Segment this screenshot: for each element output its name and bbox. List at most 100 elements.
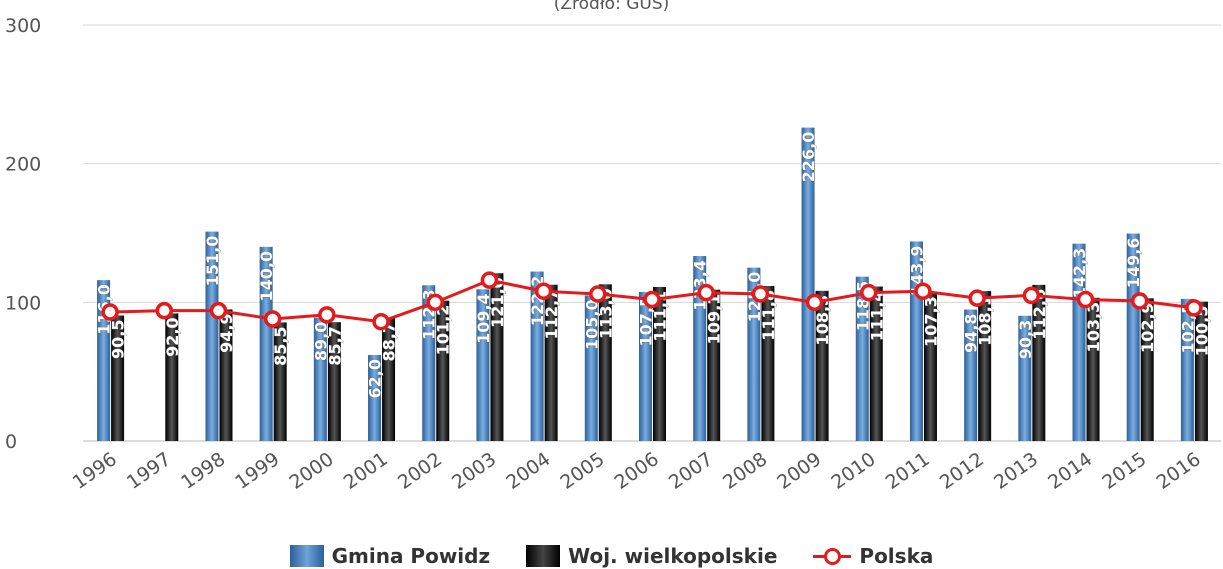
- x-tick-label: 2008: [719, 448, 771, 494]
- y-tick-label: 0: [5, 431, 17, 453]
- x-tick-label: 2004: [502, 448, 554, 494]
- bar-gmina-powidz: [476, 289, 490, 441]
- bar-woj-wielkopolskie: [1086, 297, 1100, 441]
- x-tick-label: 2013: [990, 448, 1042, 494]
- x-tick-label: 2015: [1098, 448, 1150, 494]
- x-tick-label: 2010: [827, 448, 879, 494]
- polska-point: [968, 289, 986, 307]
- data-label: 107,5: [637, 296, 656, 347]
- bar-gmina-powidz: [205, 231, 219, 441]
- legend-label: Gmina Powidz: [331, 544, 491, 568]
- polska-point: [751, 285, 770, 303]
- data-label: 108,1: [976, 295, 995, 346]
- bar-gmina-powidz: [97, 280, 111, 441]
- bar-gmina-powidz: [693, 256, 707, 441]
- data-label: 105,0: [582, 299, 601, 350]
- data-label: 90,5: [109, 320, 128, 359]
- x-tick-label: 2009: [773, 448, 825, 494]
- y-tick-label: 100: [5, 292, 41, 314]
- data-label: 226,0: [799, 132, 818, 183]
- polska-point: [534, 282, 553, 300]
- bar-woj-wielkopolskie: [327, 322, 341, 441]
- chart-subtitle: (Źródło: GUS): [553, 0, 670, 14]
- bar-woj-wielkopolskie: [707, 289, 721, 441]
- bar-gmina-powidz: [584, 295, 598, 441]
- data-label: 109,4: [474, 293, 493, 344]
- polska-point: [1022, 286, 1041, 305]
- x-tick-label: 2001: [340, 448, 392, 494]
- data-label: 121,0: [488, 277, 507, 328]
- x-tick-label: 2000: [285, 448, 337, 494]
- x-tick-label: 2002: [394, 448, 446, 494]
- x-tick-label: 2016: [1153, 448, 1205, 494]
- data-label: 92,0: [163, 317, 182, 356]
- polska-point: [318, 306, 336, 324]
- data-label: 94,8: [962, 314, 981, 353]
- polska-point: [1185, 299, 1203, 317]
- x-tick-label: 1997: [123, 448, 175, 494]
- data-label: 107,3: [921, 296, 940, 347]
- bars: [97, 127, 1208, 441]
- data-label: 85,7: [325, 326, 344, 365]
- legend-item-gmina[interactable]: Gmina Powidz: [289, 544, 491, 568]
- bar-woj-wielkopolskie: [598, 284, 612, 441]
- polska-point: [805, 293, 824, 312]
- bar-woj-wielkopolskie: [923, 292, 937, 441]
- bar-gmina-powidz: [422, 285, 436, 441]
- data-label: 140,0: [257, 251, 276, 302]
- polska-point: [1130, 292, 1149, 310]
- polska-point: [263, 310, 282, 328]
- x-tick-label: 2012: [936, 448, 988, 494]
- polska-point: [480, 271, 499, 289]
- x-tick-label: 2011: [882, 448, 934, 494]
- x-tick-label: 2014: [1044, 448, 1096, 494]
- bar-gmina-powidz: [530, 271, 544, 441]
- x-tick-label: 2003: [448, 448, 500, 494]
- bar-gmina-powidz: [747, 267, 761, 441]
- polska-line: [101, 271, 1203, 331]
- x-tick-label: 2007: [665, 448, 717, 494]
- x-axis-ticks: 1996 1997 1998 1999 2000 2001 2002 2003 2004 2005…: [69, 448, 1205, 494]
- bar-gmina-powidz: [1018, 315, 1032, 441]
- legend-swatch-black: [526, 545, 561, 567]
- bar-woj-wielkopolskie: [111, 315, 125, 441]
- bar-gmina-powidz: [1180, 298, 1194, 441]
- data-label: 89,0: [311, 322, 330, 361]
- bar-woj-wielkopolskie: [490, 273, 504, 441]
- legend-label: Woj. wielkopolskie: [568, 544, 778, 568]
- data-label: 62,0: [366, 359, 385, 398]
- polska-point: [426, 293, 444, 312]
- data-label: 88,7: [380, 322, 399, 361]
- bar-woj-wielkopolskie: [436, 300, 450, 441]
- bar-gmina-powidz: [259, 246, 273, 441]
- polska-point: [697, 283, 715, 302]
- legend-swatch-line: [813, 545, 852, 567]
- bar-woj-wielkopolskie: [382, 318, 396, 441]
- data-label: 111,4: [867, 291, 886, 342]
- data-label: 149,6: [1124, 238, 1143, 289]
- bar-woj-wielkopolskie: [653, 286, 666, 441]
- polska-point: [209, 301, 228, 320]
- bar-woj-wielkopolskie: [273, 322, 287, 441]
- legend-swatch-blue: [289, 545, 324, 567]
- bar-woj-wielkopolskie: [978, 291, 992, 441]
- x-tick-label: 2005: [556, 448, 608, 494]
- bar-gmina-powidz: [855, 276, 869, 441]
- bar-woj-wielkopolskie: [1140, 298, 1154, 441]
- legend-item-woj[interactable]: Woj. wielkopolskie: [526, 544, 777, 568]
- polska-point: [643, 290, 661, 309]
- bar-gmina-powidz: [801, 127, 815, 441]
- polska-point: [589, 285, 607, 303]
- data-label: 109,1: [705, 294, 724, 345]
- x-tick-label: 1999: [231, 448, 283, 494]
- bar-gmina-powidz: [964, 309, 978, 441]
- data-label: 103,3: [1084, 302, 1103, 353]
- bar-gmina-powidz: [313, 317, 327, 441]
- data-label: 102,9: [1138, 302, 1157, 353]
- legend-item-polska[interactable]: Polska: [813, 544, 933, 568]
- data-label: 94,9: [217, 313, 236, 352]
- data-label: 100,5: [1192, 306, 1211, 357]
- x-tick-label: 2006: [611, 448, 663, 494]
- data-label: 101,2: [434, 305, 453, 356]
